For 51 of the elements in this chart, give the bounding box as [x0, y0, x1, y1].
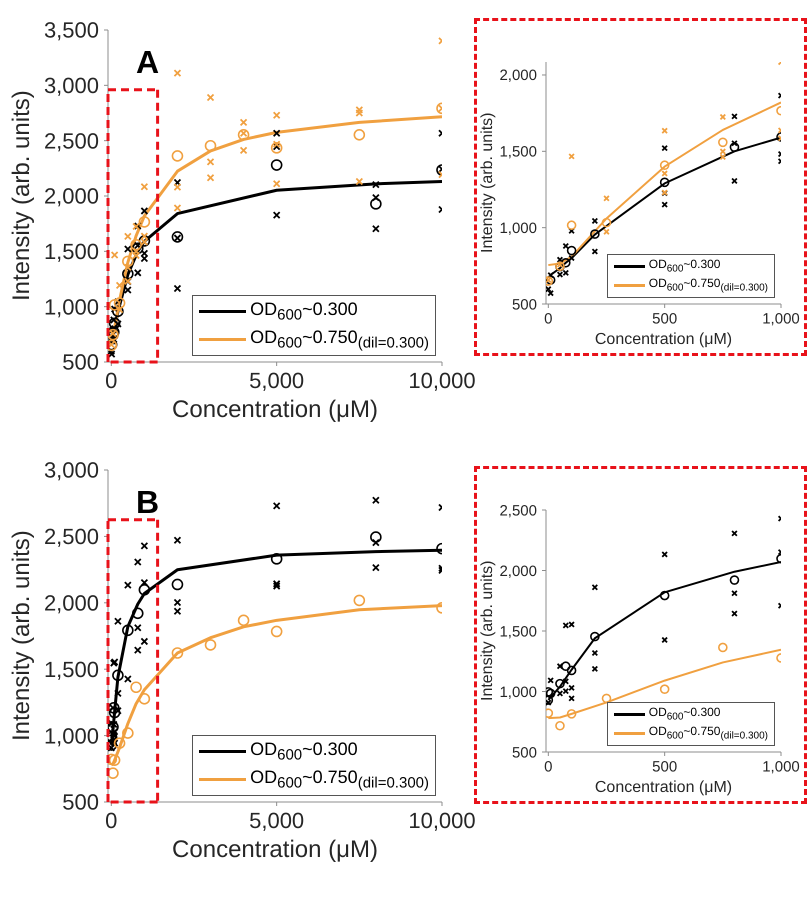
legend-label: OD$_{600}$~0.750$_{(dil=0.300)}$: [250, 766, 429, 793]
y-tick-label: 500: [62, 790, 99, 815]
legend-label: OD$_{600}$~0.750$_{(dil=0.300)}$: [250, 326, 429, 353]
y-tick-label: 2,000: [499, 562, 537, 580]
y-tick-label: 500: [62, 350, 99, 375]
y-tick-label: 2,000: [499, 67, 537, 84]
annotation: A: [136, 44, 160, 81]
legend-label: OD$_{600}$~0.750$_{(dil=0.300)}$: [648, 724, 768, 743]
y-tick-label: 2,500: [44, 128, 99, 154]
y-tick-label: 2,000: [44, 184, 99, 209]
x-tick-label: 500: [652, 758, 678, 776]
x-tick-label: 0: [544, 758, 552, 776]
annotation: B: [136, 484, 160, 521]
x-tick-label: 0: [105, 368, 118, 393]
y-axis-title: Intensity (arb. units): [8, 90, 36, 304]
y-tick-label: 2,500: [44, 524, 99, 550]
legend-label: OD$_{600}$~0.750$_{(dil=0.300)}$: [648, 276, 768, 295]
x-tick-label: 5,000: [249, 808, 304, 833]
x-axis-title: Concentration (μM): [594, 778, 734, 798]
y-tick-label: 3,500: [44, 18, 99, 43]
x-tick-label: 0: [544, 310, 552, 328]
y-axis-title: Intensity (arb. units): [478, 112, 497, 256]
x-tick-label: 5,000: [249, 368, 304, 393]
legend-label: OD$_{600}$~0.300: [648, 257, 720, 276]
y-tick-label: 500: [512, 296, 537, 314]
x-tick-label: 1,000: [762, 758, 800, 776]
y-tick-label: 3,000: [44, 458, 99, 483]
x-axis-title: Concentration (μM): [171, 836, 379, 864]
x-tick-label: 10,000: [408, 368, 476, 393]
y-axis-title: Intensity (arb. units): [8, 530, 36, 744]
legend-label: OD$_{600}$~0.300: [250, 298, 358, 326]
legend-label: OD$_{600}$~0.300: [250, 738, 358, 766]
y-tick-label: 1,000: [44, 723, 99, 748]
x-tick-label: 1,000: [762, 310, 800, 328]
y-tick-label: 1,000: [499, 220, 537, 237]
y-tick-label: 1,500: [499, 623, 537, 640]
y-tick-label: 1,500: [499, 144, 537, 161]
y-tick-label: 3,000: [44, 73, 99, 98]
y-tick-label: 2,500: [499, 502, 537, 520]
y-tick-label: 1,500: [44, 656, 99, 682]
x-axis-title: Concentration (μM): [594, 330, 734, 350]
y-tick-label: 1,500: [44, 239, 99, 264]
legend-label: OD$_{600}$~0.300: [648, 705, 720, 724]
y-tick-label: 500: [512, 744, 537, 762]
y-tick-label: 1,000: [499, 684, 537, 701]
x-tick-label: 500: [652, 310, 678, 328]
x-axis-title: Concentration (μM): [171, 396, 379, 424]
y-axis-title: Intensity (arb. units): [478, 560, 497, 704]
y-tick-label: 2,000: [44, 590, 99, 616]
x-tick-label: 0: [105, 808, 118, 833]
x-tick-label: 10,000: [408, 808, 476, 833]
